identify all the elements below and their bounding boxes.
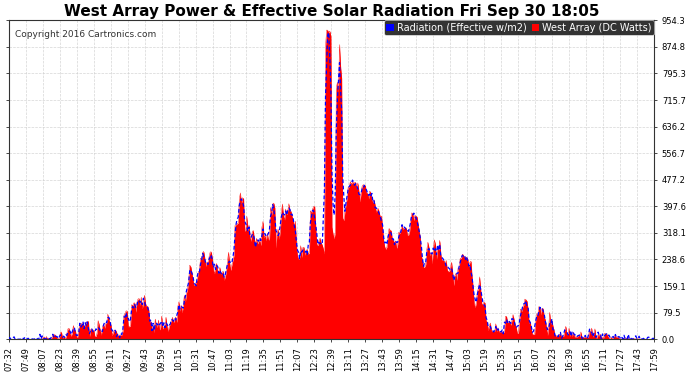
Legend: Radiation (Effective w/m2), West Array (DC Watts): Radiation (Effective w/m2), West Array (…: [384, 20, 654, 35]
Text: Copyright 2016 Cartronics.com: Copyright 2016 Cartronics.com: [15, 30, 157, 39]
Title: West Array Power & Effective Solar Radiation Fri Sep 30 18:05: West Array Power & Effective Solar Radia…: [63, 4, 599, 19]
